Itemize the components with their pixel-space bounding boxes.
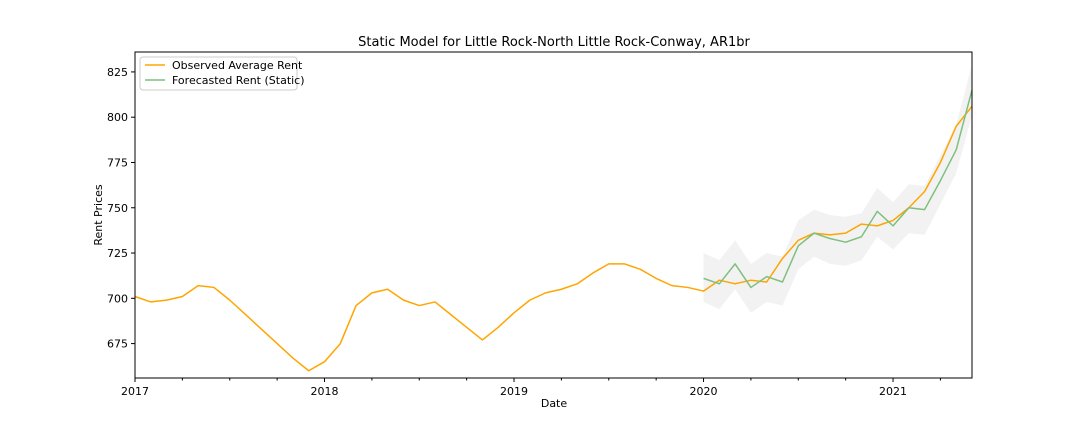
data-point-1-1 — [719, 283, 721, 285]
data-point-0-34 — [671, 285, 673, 287]
data-point-0-42 — [797, 240, 799, 242]
data-point-0-28 — [576, 283, 578, 285]
data-point-1-6 — [797, 245, 799, 247]
data-point-1-2 — [734, 263, 736, 265]
data-point-0-41 — [782, 258, 784, 260]
data-point-0-51 — [940, 162, 942, 164]
x-axis: 2017 2018 2019 2020 2021 — [121, 378, 941, 398]
data-point-1-10 — [861, 236, 863, 238]
data-point-1-5 — [782, 281, 784, 283]
data-point-0-26 — [545, 292, 547, 294]
data-point-0-16 — [387, 288, 389, 290]
data-point-0-40 — [766, 281, 768, 283]
data-point-0-7 — [245, 314, 247, 316]
data-point-0-21 — [466, 326, 468, 328]
y-tick-label: 725 — [107, 247, 128, 260]
data-point-1-7 — [813, 232, 815, 234]
data-point-0-33 — [655, 278, 657, 280]
y-tick-label: 800 — [107, 111, 128, 124]
data-point-1-4 — [766, 276, 768, 278]
data-point-0-45 — [845, 232, 847, 234]
data-point-0-18 — [418, 305, 420, 307]
plot-frame — [134, 51, 973, 379]
data-point-0-3 — [182, 296, 184, 298]
data-point-0-13 — [340, 343, 342, 345]
confidence-band-1 — [703, 64, 972, 313]
data-point-1-15 — [940, 180, 942, 182]
series-line-1 — [703, 89, 973, 289]
y-tick-label: 750 — [107, 202, 128, 215]
x-tick-label: 2017 — [121, 385, 149, 398]
data-point-0-22 — [482, 339, 484, 341]
legend-label-forecast: Forecasted Rent (Static) — [172, 74, 305, 87]
data-point-0-25 — [529, 299, 531, 301]
data-point-0-15 — [371, 292, 373, 294]
y-tick-label: 700 — [107, 292, 128, 305]
y-axis: 675 700 725 750 775 800 825 — [107, 66, 135, 351]
x-axis-label: Date — [541, 397, 568, 410]
data-point-1-16 — [955, 149, 957, 151]
chart-title: Static Model for Little Rock-North Littl… — [358, 35, 750, 50]
data-point-0-19 — [434, 301, 436, 303]
data-point-1-0 — [703, 278, 705, 280]
data-point-0-30 — [608, 263, 610, 265]
data-point-0-39 — [750, 279, 752, 281]
data-point-0-50 — [924, 191, 926, 193]
y-axis-label: Rent Prices — [92, 184, 105, 246]
data-point-1-3 — [750, 287, 752, 289]
x-tick-label: 2019 — [500, 385, 528, 398]
confidence-band-group — [703, 64, 972, 313]
data-point-0-10 — [292, 357, 294, 359]
data-point-0-12 — [324, 361, 326, 363]
data-point-0-31 — [624, 263, 626, 265]
x-tick-label: 2018 — [311, 385, 339, 398]
data-point-0-14 — [355, 305, 357, 307]
data-point-0-52 — [955, 125, 957, 127]
data-point-0-37 — [719, 279, 721, 281]
data-point-0-29 — [592, 272, 594, 274]
data-point-0-32 — [640, 269, 642, 271]
data-point-1-8 — [829, 238, 831, 240]
data-point-0-1 — [150, 301, 152, 303]
data-point-0-35 — [687, 287, 689, 289]
y-tick-label: 825 — [107, 66, 128, 79]
data-point-0-6 — [229, 299, 231, 301]
data-point-1-14 — [924, 209, 926, 211]
series-line-0 — [134, 105, 973, 372]
data-point-0-17 — [403, 299, 405, 301]
data-point-0-48 — [892, 220, 894, 222]
data-point-0-36 — [703, 290, 705, 292]
data-point-0-2 — [166, 299, 168, 301]
data-point-0-9 — [276, 343, 278, 345]
legend: Observed Average Rent Forecasted Rent (S… — [139, 56, 305, 91]
x-tick-label: 2020 — [690, 385, 718, 398]
data-point-0-24 — [513, 312, 515, 314]
data-point-0-11 — [308, 370, 310, 372]
x-tick-label: 2021 — [879, 385, 907, 398]
data-point-0-44 — [829, 234, 831, 236]
data-point-0-27 — [561, 288, 563, 290]
data-point-0-5 — [213, 287, 215, 289]
y-tick-label: 775 — [107, 156, 128, 169]
y-tick-label: 675 — [107, 338, 128, 351]
data-point-0-38 — [734, 283, 736, 285]
data-point-0-20 — [450, 314, 452, 316]
data-point-0-8 — [261, 328, 263, 330]
data-point-1-9 — [845, 241, 847, 243]
data-point-1-13 — [908, 207, 910, 209]
legend-label-observed: Observed Average Rent — [172, 59, 303, 72]
data-point-1-11 — [876, 211, 878, 213]
data-point-0-46 — [861, 223, 863, 225]
data-point-0-23 — [497, 326, 499, 328]
data-point-0-47 — [876, 225, 878, 227]
series-lines-group — [134, 89, 973, 372]
data-point-0-4 — [197, 285, 199, 287]
data-point-1-12 — [892, 225, 894, 227]
legend-box — [139, 56, 298, 91]
